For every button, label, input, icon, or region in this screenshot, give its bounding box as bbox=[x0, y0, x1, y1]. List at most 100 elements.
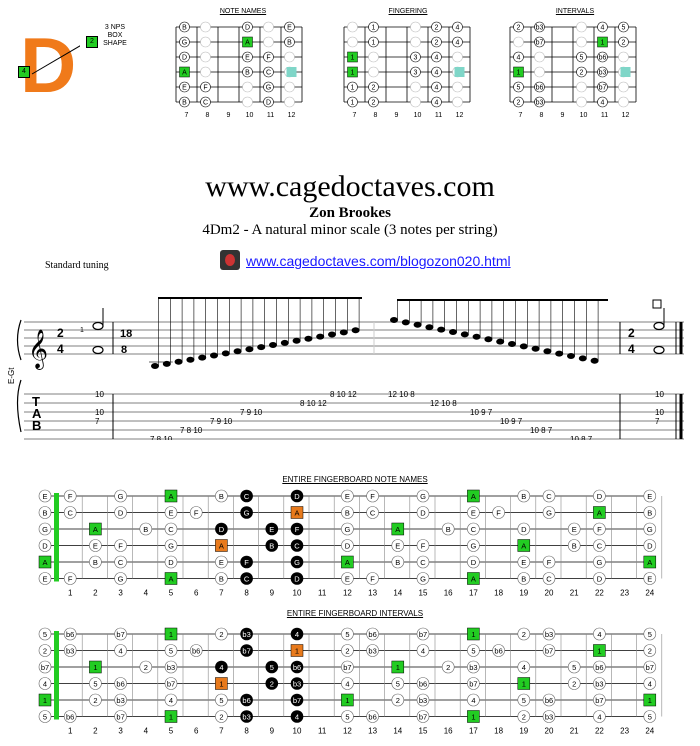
fb-note-dot bbox=[391, 555, 405, 569]
note-names-title: NOTE NAMES bbox=[219, 8, 267, 15]
tab-fret: 7 8 10 bbox=[150, 435, 173, 440]
fb-note-label: G bbox=[42, 525, 48, 534]
mini-empty-dot bbox=[618, 81, 629, 93]
fb-note-label: D bbox=[471, 558, 477, 567]
fb-note-label: 2 bbox=[345, 647, 349, 656]
mini-note-label: 1 bbox=[517, 70, 521, 77]
eighth-note bbox=[269, 342, 277, 348]
fb-fret-number: 17 bbox=[469, 727, 478, 736]
fb-fret-number: 14 bbox=[393, 727, 402, 736]
fb-note-label: G bbox=[344, 525, 350, 534]
mini-note-label: G bbox=[266, 85, 271, 92]
mini-fret-number: 12 bbox=[456, 112, 464, 119]
mini-empty-dot bbox=[284, 51, 295, 63]
fb-fret-number: 12 bbox=[343, 589, 352, 598]
fb-fret-number: 21 bbox=[570, 727, 579, 736]
blog-link[interactable]: www.cagedoctaves.com/blogozon020.html bbox=[246, 253, 511, 269]
mini-note-label: 1 bbox=[372, 40, 376, 47]
fb-fret-number: 12 bbox=[343, 727, 352, 736]
mini-note-label: 4 bbox=[435, 85, 439, 92]
mini-note-label: B bbox=[182, 100, 187, 107]
mini-note-dot bbox=[179, 36, 190, 48]
fb-note-label: B bbox=[647, 509, 652, 518]
fb-note-label: 4 bbox=[295, 713, 299, 722]
mini-empty-dot bbox=[200, 66, 211, 78]
fb-note-label: 5 bbox=[396, 680, 400, 689]
mini-note-label: 1 bbox=[351, 70, 355, 77]
mini-note-label: 3 bbox=[414, 55, 418, 62]
fb-note-label: 2 bbox=[144, 663, 148, 672]
eighth-note bbox=[186, 356, 195, 363]
mini-root-marker bbox=[179, 66, 190, 78]
fb-note-dot bbox=[567, 539, 581, 552]
mini-empty-dot bbox=[347, 21, 358, 33]
fb-note-label: D bbox=[597, 575, 603, 584]
fb-note-dot bbox=[89, 693, 102, 707]
eighth-note bbox=[508, 341, 516, 347]
fb-note-label: E bbox=[647, 492, 652, 501]
fb-note-label: b7 bbox=[41, 663, 49, 672]
mini-note-label: E bbox=[287, 25, 292, 32]
fb-note-label: 1 bbox=[471, 630, 475, 639]
scale-subtitle: 4Dm2 - A natural minor scale (3 notes pe… bbox=[202, 222, 498, 238]
mini-note-label: 3 bbox=[414, 70, 418, 77]
fb-note-label: B bbox=[521, 575, 526, 584]
fb-note-label: G bbox=[596, 558, 602, 567]
mini-highlight bbox=[454, 67, 465, 77]
tab-fret: 7 8 10 bbox=[180, 426, 203, 435]
fb-fret-number: 3 bbox=[118, 589, 123, 598]
fb-root-marker bbox=[391, 522, 405, 536]
fb-note-label: 1 bbox=[219, 680, 223, 689]
fb-note-dot bbox=[215, 710, 228, 723]
mini-note-dot bbox=[200, 96, 211, 108]
tuplet-sig-top: 18 bbox=[120, 328, 132, 340]
mini-note-dot bbox=[452, 21, 463, 33]
fb-note-label: E bbox=[647, 575, 652, 584]
fb-note-dot bbox=[593, 539, 606, 552]
fb-note-label: G bbox=[420, 492, 426, 501]
fb-note-label: A bbox=[42, 558, 47, 567]
fb-note-dot bbox=[391, 693, 405, 707]
fb-root-marker bbox=[164, 627, 178, 641]
fb-note-label: B bbox=[219, 575, 224, 584]
fb-note-label: 4 bbox=[597, 630, 601, 639]
mini-note-label: A bbox=[182, 70, 187, 77]
fb-note-label: b3 bbox=[419, 696, 427, 705]
fb-root-marker bbox=[38, 693, 52, 707]
fb-note-dot bbox=[492, 644, 505, 657]
fb-note-dot bbox=[63, 572, 77, 585]
mini-note-label: 1 bbox=[351, 55, 355, 62]
fb-note-label: b3 bbox=[242, 630, 250, 639]
fb-note-dot bbox=[89, 677, 102, 690]
fingerboard-intervals-title: ENTIRE FINGERBOARD INTERVALS bbox=[286, 609, 424, 618]
mini-note-label: 1 bbox=[601, 40, 605, 47]
mini-empty-dot bbox=[368, 66, 379, 78]
fb-note-dot bbox=[265, 677, 279, 690]
d-shape-logo: D bbox=[20, 22, 80, 104]
fb-note-label: D bbox=[294, 575, 300, 584]
fb-note-dot bbox=[416, 644, 430, 657]
fb-note-dot bbox=[366, 489, 379, 503]
fb-note-dot bbox=[467, 693, 480, 707]
fb-note-label: 4 bbox=[119, 647, 123, 656]
mini-empty-dot bbox=[534, 51, 545, 63]
fb-fret-number: 8 bbox=[244, 589, 249, 598]
mini-note-dot bbox=[284, 21, 295, 33]
fb-note-label: b3 bbox=[66, 647, 74, 656]
logo-marker-4: 4 bbox=[18, 66, 30, 78]
eighth-note bbox=[233, 348, 242, 355]
eighth-note bbox=[567, 353, 575, 359]
fb-note-dot bbox=[114, 555, 127, 569]
eighth-note bbox=[590, 357, 599, 364]
fb-note-dot bbox=[38, 660, 52, 674]
fb-note-dot bbox=[416, 693, 430, 707]
fb-note-label: F bbox=[295, 525, 300, 534]
tab-fret: 10 9 7 bbox=[470, 408, 493, 417]
fb-note-dot bbox=[240, 627, 253, 641]
fb-note-label: b6 bbox=[242, 696, 250, 705]
mini-note-label: 5 bbox=[517, 85, 521, 92]
repeat-marker bbox=[652, 299, 662, 309]
fb-fret-number: 9 bbox=[270, 589, 275, 598]
mini-empty-dot bbox=[263, 21, 274, 33]
fb-note-dot bbox=[517, 710, 531, 723]
